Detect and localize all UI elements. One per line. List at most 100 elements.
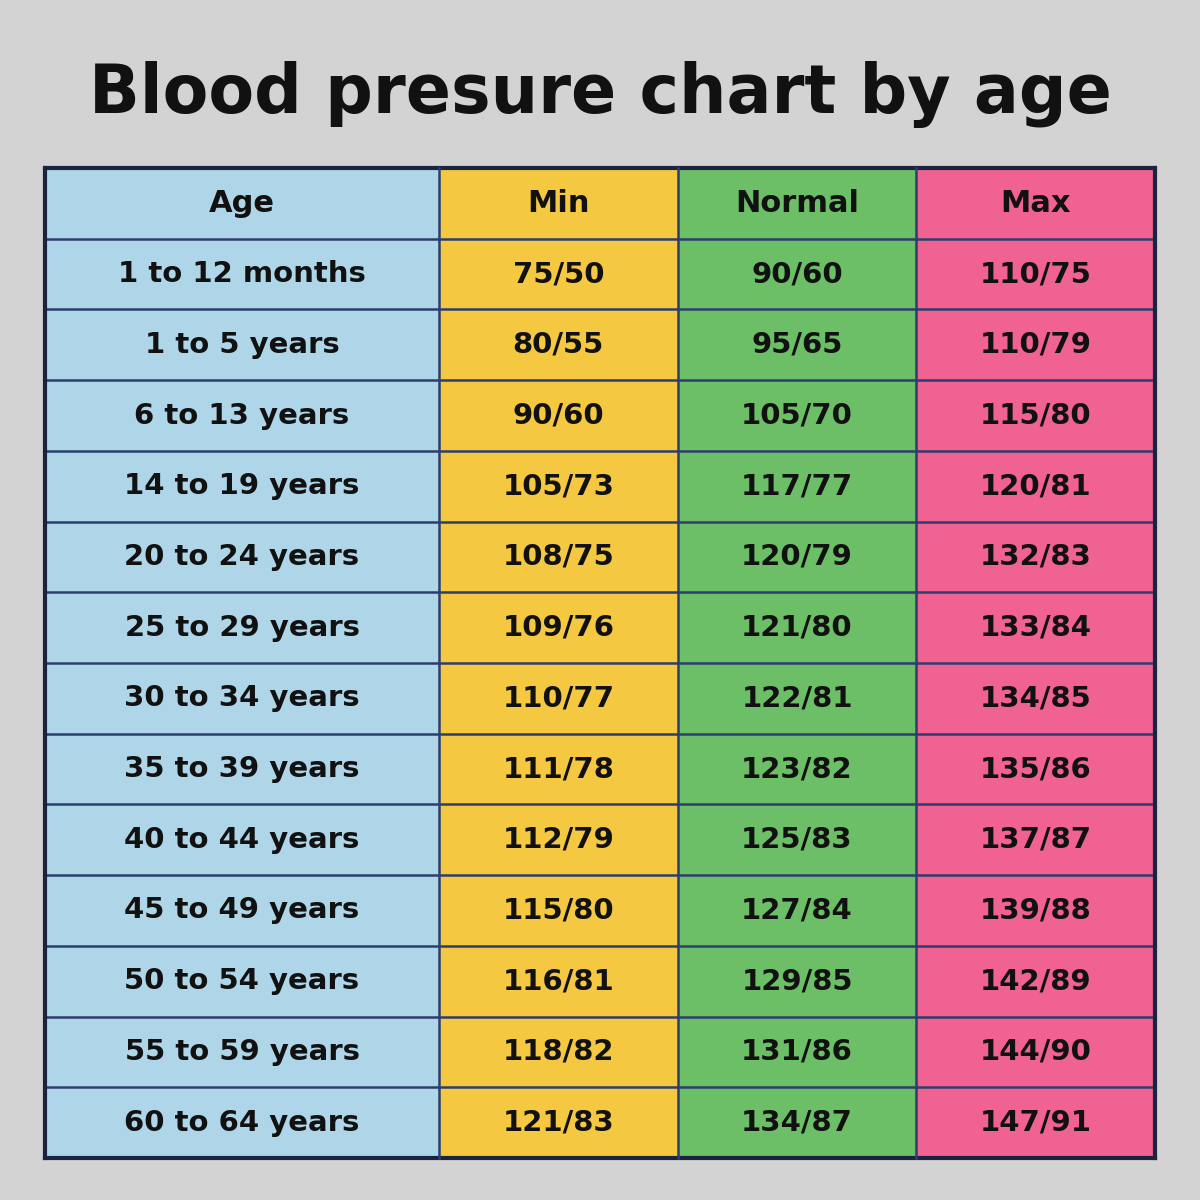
Text: 144/90: 144/90 xyxy=(979,1038,1092,1066)
Text: 139/88: 139/88 xyxy=(979,896,1092,924)
Text: 110/77: 110/77 xyxy=(503,684,614,713)
Text: 115/80: 115/80 xyxy=(980,402,1092,430)
Text: 14 to 19 years: 14 to 19 years xyxy=(125,473,360,500)
Text: 120/81: 120/81 xyxy=(980,473,1092,500)
Bar xyxy=(439,593,678,662)
Bar xyxy=(46,451,439,522)
Bar xyxy=(46,875,439,946)
Text: 60 to 64 years: 60 to 64 years xyxy=(125,1109,360,1136)
Text: 20 to 24 years: 20 to 24 years xyxy=(125,542,360,571)
Text: 105/70: 105/70 xyxy=(742,402,853,430)
Bar xyxy=(917,310,1154,380)
Bar xyxy=(439,168,678,239)
Bar xyxy=(678,168,917,239)
Text: 105/73: 105/73 xyxy=(503,473,614,500)
Text: 1 to 12 months: 1 to 12 months xyxy=(118,260,366,288)
Bar xyxy=(46,168,439,239)
Bar xyxy=(439,875,678,946)
Bar xyxy=(46,239,439,310)
Bar xyxy=(439,1016,678,1087)
Bar xyxy=(439,451,678,522)
Bar xyxy=(46,310,439,380)
Text: Min: Min xyxy=(527,188,589,218)
Text: 117/77: 117/77 xyxy=(740,473,853,500)
Text: 45 to 49 years: 45 to 49 years xyxy=(125,896,360,924)
Text: 95/65: 95/65 xyxy=(751,331,842,359)
Bar xyxy=(678,522,917,593)
Bar xyxy=(439,1087,678,1158)
Bar xyxy=(678,662,917,733)
Text: Max: Max xyxy=(1001,188,1070,218)
Bar xyxy=(917,1016,1154,1087)
Text: 25 to 29 years: 25 to 29 years xyxy=(125,613,360,642)
Bar xyxy=(46,946,439,1016)
Bar xyxy=(917,451,1154,522)
Text: 6 to 13 years: 6 to 13 years xyxy=(134,402,349,430)
Text: 35 to 39 years: 35 to 39 years xyxy=(125,755,360,784)
Text: Blood presure chart by age: Blood presure chart by age xyxy=(89,61,1111,128)
Bar xyxy=(678,310,917,380)
Text: 90/60: 90/60 xyxy=(512,402,604,430)
Bar xyxy=(917,380,1154,451)
Bar xyxy=(678,875,917,946)
Text: 30 to 34 years: 30 to 34 years xyxy=(125,684,360,713)
Bar xyxy=(678,1087,917,1158)
Text: 131/86: 131/86 xyxy=(742,1038,853,1066)
Text: 134/85: 134/85 xyxy=(979,684,1092,713)
Text: 40 to 44 years: 40 to 44 years xyxy=(125,826,360,853)
Bar xyxy=(46,733,439,804)
Text: 134/87: 134/87 xyxy=(742,1109,853,1136)
Text: 121/83: 121/83 xyxy=(503,1109,614,1136)
Text: 127/84: 127/84 xyxy=(742,896,853,924)
Bar xyxy=(678,593,917,662)
Text: Normal: Normal xyxy=(736,188,859,218)
Text: 120/79: 120/79 xyxy=(742,542,853,571)
Bar xyxy=(678,380,917,451)
Bar xyxy=(46,593,439,662)
Bar xyxy=(439,380,678,451)
Bar xyxy=(46,1016,439,1087)
Text: 123/82: 123/82 xyxy=(742,755,853,784)
Text: 110/79: 110/79 xyxy=(979,331,1092,359)
Bar xyxy=(439,946,678,1016)
Bar xyxy=(439,662,678,733)
Bar xyxy=(917,522,1154,593)
Bar xyxy=(678,733,917,804)
Bar xyxy=(678,804,917,875)
Bar xyxy=(46,380,439,451)
Text: 137/87: 137/87 xyxy=(979,826,1092,853)
Text: 109/76: 109/76 xyxy=(503,613,614,642)
Text: 50 to 54 years: 50 to 54 years xyxy=(125,967,360,995)
Text: 147/91: 147/91 xyxy=(979,1109,1092,1136)
Bar xyxy=(917,875,1154,946)
Text: 115/80: 115/80 xyxy=(503,896,614,924)
Bar xyxy=(678,946,917,1016)
Bar xyxy=(917,733,1154,804)
Bar xyxy=(46,804,439,875)
Bar xyxy=(439,522,678,593)
Text: Age: Age xyxy=(209,188,275,218)
Text: 80/55: 80/55 xyxy=(512,331,604,359)
Text: 111/78: 111/78 xyxy=(503,755,614,784)
Bar xyxy=(439,804,678,875)
Bar xyxy=(917,946,1154,1016)
Bar xyxy=(46,662,439,733)
Text: 122/81: 122/81 xyxy=(742,684,853,713)
Text: 55 to 59 years: 55 to 59 years xyxy=(125,1038,360,1066)
Text: 75/50: 75/50 xyxy=(512,260,604,288)
Bar xyxy=(917,168,1154,239)
Text: 1 to 5 years: 1 to 5 years xyxy=(145,331,340,359)
Bar xyxy=(917,662,1154,733)
Text: 118/82: 118/82 xyxy=(503,1038,614,1066)
Bar xyxy=(439,310,678,380)
Bar xyxy=(678,1016,917,1087)
Text: 135/86: 135/86 xyxy=(979,755,1092,784)
Text: 142/89: 142/89 xyxy=(980,967,1092,995)
Bar xyxy=(439,239,678,310)
Bar xyxy=(46,522,439,593)
Text: 133/84: 133/84 xyxy=(979,613,1092,642)
Bar xyxy=(678,239,917,310)
Bar xyxy=(917,1087,1154,1158)
Text: 108/75: 108/75 xyxy=(503,542,614,571)
Text: 110/75: 110/75 xyxy=(979,260,1092,288)
